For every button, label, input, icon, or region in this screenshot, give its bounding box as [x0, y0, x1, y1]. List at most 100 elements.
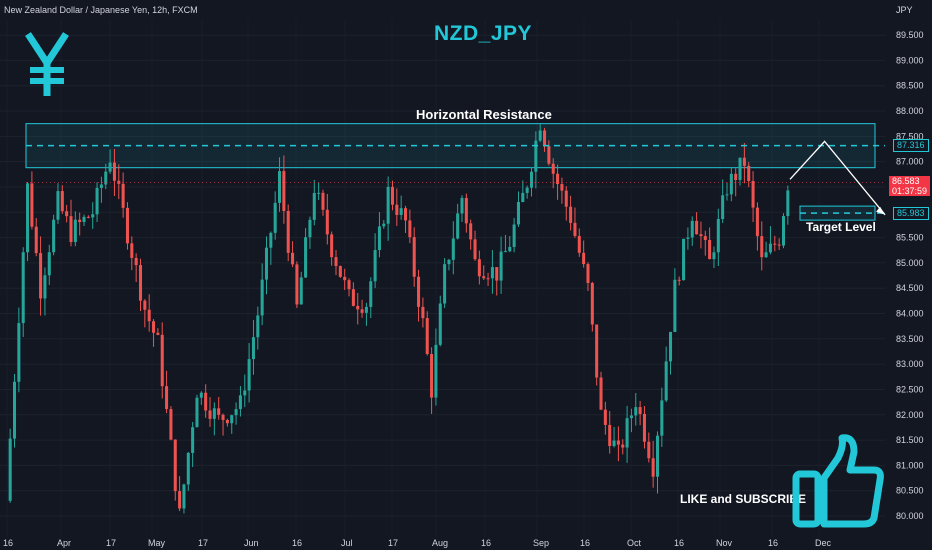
candle-body	[65, 211, 69, 217]
candle-body	[403, 208, 408, 221]
x-axis: 16 Apr 17 May 17 Jun 16 Jul 17 Aug 16 Sep 16 Oct 16 Nov…	[3, 538, 832, 548]
like-subscribe-text: LIKE and SUBSCRIBE	[680, 492, 807, 506]
candle-body	[412, 237, 416, 277]
candle-body	[547, 146, 551, 164]
candle-body	[165, 386, 169, 410]
x-tick-label: Aug	[432, 538, 448, 548]
y-tick-label: 88.500	[896, 81, 924, 91]
last-price-value: 86.583	[892, 176, 920, 186]
candle-body	[647, 441, 651, 459]
candle-body	[781, 216, 786, 246]
candle-body	[12, 381, 17, 439]
candle-body	[269, 232, 273, 248]
candle-body	[786, 190, 790, 217]
bar-countdown: 01:37:59	[892, 186, 928, 196]
candle-body	[347, 280, 351, 290]
candle-body	[621, 444, 625, 448]
candle-body	[264, 247, 269, 280]
candle-body	[695, 220, 699, 235]
candle-body	[525, 187, 529, 193]
candle-body	[699, 234, 703, 237]
candle-body	[777, 244, 781, 246]
candle-body	[134, 257, 138, 266]
candle-body	[173, 439, 177, 492]
candle-body	[373, 250, 377, 282]
candle-body	[39, 253, 43, 299]
candle-body	[169, 409, 173, 440]
candle-body	[199, 392, 203, 398]
x-tick-label: 16	[3, 538, 13, 548]
y-tick-label: 83.500	[896, 334, 924, 344]
resistance-price-tag: 87.316	[893, 139, 929, 152]
x-tick-label: 16	[292, 538, 302, 548]
y-tick-label: 80.000	[896, 511, 924, 521]
resistance-zone	[25, 123, 876, 169]
x-tick-label: Sep	[533, 538, 549, 548]
candle-body	[43, 275, 47, 299]
candle-body	[369, 281, 373, 307]
candle-body	[364, 306, 368, 313]
candle-body	[512, 224, 516, 247]
candle-body	[451, 238, 455, 260]
candle-body	[238, 395, 242, 410]
candle-body	[386, 186, 390, 224]
candle-body	[282, 171, 286, 211]
currency-label: JPY	[896, 5, 913, 15]
candle-body	[729, 173, 733, 195]
candle-body	[577, 235, 581, 253]
candle-body	[660, 400, 664, 436]
candle-body	[343, 276, 347, 281]
projection-line	[789, 140, 886, 216]
candle-body	[8, 438, 12, 501]
candle-body	[616, 440, 620, 445]
candle-body	[651, 458, 655, 477]
y-tick-label: 84.000	[896, 309, 924, 319]
candle-body	[304, 237, 308, 278]
candle-body	[664, 361, 668, 401]
x-tick-label: Nov	[716, 538, 733, 548]
last-price-tag: 86.583 01:37:59	[889, 176, 931, 196]
candle-body	[260, 279, 264, 316]
candle-body	[86, 216, 90, 218]
candle-body	[230, 415, 234, 424]
candle-body	[334, 257, 338, 267]
chart-title: NZD_JPY	[433, 22, 533, 45]
candle-body	[417, 276, 421, 307]
candle-body	[716, 219, 720, 253]
candle-body	[256, 315, 260, 338]
candle-body	[360, 309, 364, 313]
thumbs-up-icon[interactable]	[790, 430, 886, 530]
candle-body	[69, 216, 73, 243]
candle-body	[30, 183, 34, 227]
y-tick-label: 83.000	[896, 359, 924, 369]
candle-body	[534, 140, 538, 172]
y-tick-label: 89.500	[896, 30, 924, 40]
candle-body	[377, 226, 381, 251]
candle-body	[642, 413, 646, 442]
candle-body	[595, 324, 599, 378]
candle-body	[686, 237, 690, 239]
candle-body	[82, 216, 86, 223]
candle-body	[682, 238, 686, 281]
symbol-info: New Zealand Dollar / Japanese Yen, 12h, …	[4, 5, 198, 15]
candle-body	[121, 183, 125, 208]
candle-body	[690, 220, 694, 238]
y-tick-label: 87.000	[896, 157, 924, 167]
candle-body	[217, 408, 221, 415]
candle-body	[499, 251, 503, 281]
candle-body	[408, 220, 412, 238]
candle-body	[160, 334, 164, 387]
candle-body	[138, 265, 143, 301]
candle-body	[538, 130, 542, 141]
y-tick-label: 81.500	[896, 435, 924, 445]
y-tick-label: 89.000	[896, 55, 924, 65]
candle-body	[438, 303, 442, 345]
target-label: Target Level	[806, 220, 876, 234]
candle-body	[125, 207, 129, 244]
x-tick-label: Jun	[244, 538, 259, 548]
candle-body	[221, 414, 225, 420]
candle-body	[147, 309, 151, 322]
candle-body	[130, 243, 134, 258]
candle-body	[673, 279, 677, 332]
